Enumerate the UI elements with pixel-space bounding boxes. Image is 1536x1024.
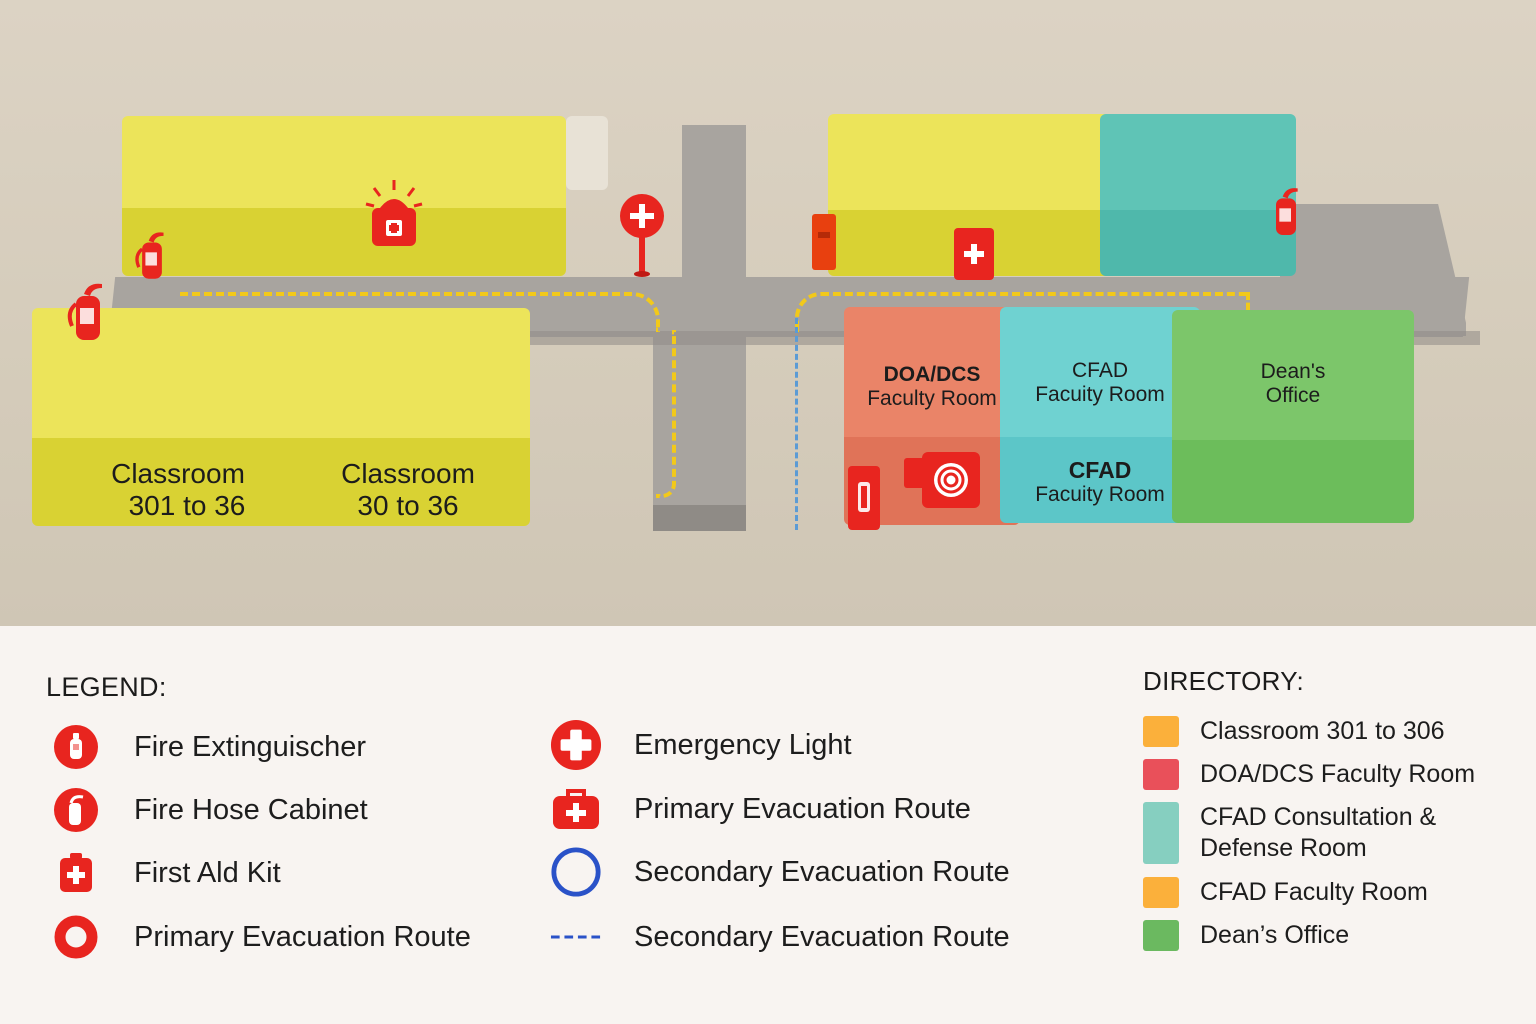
doa-dcs-faculty-room: DOA/DCS Faculty Room [844, 307, 1020, 525]
directory-label: CFAD Faculty Room [1200, 878, 1428, 906]
classroom-2-title: Classroom [341, 458, 475, 489]
deans-office: Dean's Office [1172, 310, 1414, 523]
legend-panel: LEGEND: Fire Extinguischer Fire Hose Cab… [0, 626, 1536, 1024]
cfad-upper-subtitle: Facuity Room [1035, 383, 1165, 407]
secondary-route [795, 318, 798, 530]
north-corridor [682, 125, 746, 285]
fire-alarm-panel-icon [904, 452, 980, 508]
legend-item-first-aid-kit: First Ald Kit [50, 848, 281, 898]
cfad-lower-subtitle: Facuity Room [1035, 483, 1165, 507]
evacuation-map: Classroom 301 to 36 Classroom 30 to 36 D… [0, 0, 1536, 626]
legend-item-fire-hose-cabinet: Fire Hose Cabinet [50, 785, 368, 835]
legend-label: Primary Evacuation Route [634, 792, 971, 825]
classroom-2-range: 30 to 36 [357, 490, 459, 522]
directory-color-swatch [1143, 802, 1179, 864]
directory-item: DOA/DCS Faculty Room [1143, 759, 1475, 790]
classroom-back-2 [366, 116, 566, 276]
deans-office-title: Dean's [1260, 360, 1326, 383]
legend-item-primary-route-ring: Primary Evacuation Route [50, 912, 471, 962]
directory-label: Classroom 301 to 306 [1200, 717, 1445, 745]
directory-label: CFAD Consultation & Defense Room [1200, 803, 1437, 862]
legend-label: Primary Evacuation Route [134, 920, 471, 953]
directory-color-swatch [1143, 877, 1179, 908]
blue-ring-icon [550, 846, 602, 898]
doa-dcs-title: DOA/DCS [883, 363, 981, 386]
cfad-lower-title: CFAD [1068, 457, 1132, 483]
south-corridor [653, 330, 746, 530]
directory-color-swatch [1143, 920, 1179, 951]
classroom-back-3 [828, 114, 960, 276]
fire-hose-cabinet-icon [50, 784, 102, 836]
primary-route-south [656, 330, 676, 498]
deans-office-subtitle: Office [1265, 384, 1321, 408]
legend-item-secondary-route-line: Secondary Evacuation Route [550, 912, 1010, 962]
directory-item: CFAD Faculty Room [1143, 877, 1428, 908]
legend-item-secondary-route-ring: Secondary Evacuation Route [550, 847, 1010, 897]
emergency-light-first-aid-icon [365, 180, 423, 246]
directory-label: DOA/DCS Faculty Room [1200, 760, 1476, 788]
fire-extinguisher-icon [67, 283, 102, 340]
legend-label: Fire Hose Cabinet [134, 793, 368, 826]
legend-label: Emergency Light [634, 728, 852, 761]
emergency-light-sign-icon [620, 194, 664, 277]
cfad-faculty-room: CFAD Facuity Room CFAD Facuity Room [1000, 307, 1200, 523]
classroom-front-2: Classroom 30 to 36 [286, 308, 530, 526]
cfad-upper-title: CFAD [1071, 359, 1128, 382]
directory-item: Dean’s Office [1143, 920, 1349, 951]
directory-title: DIRECTORY: [1143, 666, 1304, 696]
back-annex [566, 116, 608, 190]
emergency-light-icon [550, 719, 602, 771]
legend-title: LEGEND: [46, 672, 167, 702]
doa-dcs-subtitle: Faculty Room [867, 387, 997, 411]
directory-color-swatch [1143, 716, 1179, 747]
legend-label: Secondary Evacuation Route [634, 855, 1010, 888]
legend-label: Secondary Evacuation Route [634, 920, 1010, 953]
cfad-consultation-room [1100, 114, 1296, 276]
directory-label: Dean’s Office [1200, 921, 1350, 949]
red-ring-icon [50, 911, 102, 963]
fire-hose-cabinet-icon [848, 466, 880, 530]
first-aid-kit-icon [50, 847, 102, 899]
legend-label: Fire Extinguischer [134, 730, 367, 763]
fire-extinguisher-icon [50, 721, 102, 773]
legend-label: First Ald Kit [134, 856, 281, 889]
legend-item-primary-route-case: Primary Evacuation Route [550, 784, 971, 834]
south-corridor-end [653, 505, 746, 531]
classroom-1-title: Classroom [111, 458, 245, 489]
directory-item: Classroom 301 to 306 [1143, 716, 1445, 747]
blue-dashed-line-icon [550, 911, 602, 963]
first-aid-kit-icon [954, 228, 994, 280]
legend-item-fire-extinguisher: Fire Extinguischer [50, 722, 366, 772]
classroom-1-range: 301 to 36 [128, 490, 246, 522]
directory-color-swatch [1143, 759, 1179, 790]
primary-route-west [180, 292, 660, 332]
fire-extinguisher-icon [1276, 188, 1298, 235]
fire-hose-cabinet-icon [812, 214, 836, 270]
legend-item-emergency-light: Emergency Light [550, 719, 852, 771]
directory-item: CFAD Consultation & Defense Room [1143, 802, 1436, 864]
first-aid-case-icon [550, 783, 602, 835]
classroom-back-1 [122, 116, 384, 276]
fire-extinguisher-icon [135, 232, 164, 279]
